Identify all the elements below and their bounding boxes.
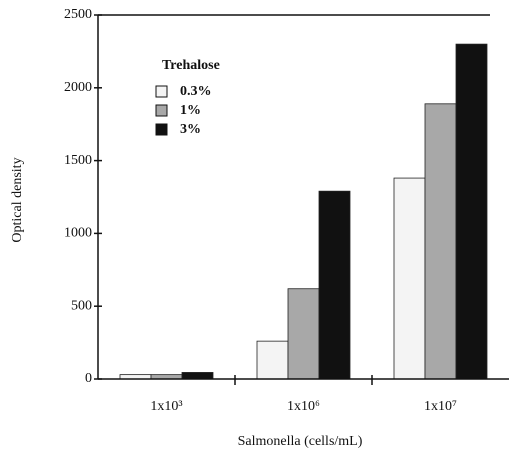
- y-axis-label: Optical density: [10, 157, 25, 242]
- y-tick-label: 2000: [64, 80, 92, 95]
- bar: [256, 340, 289, 380]
- bar: [424, 103, 457, 380]
- y-tick-label: 0: [85, 371, 92, 386]
- legend-title: Trehalose: [162, 58, 220, 73]
- bar: [318, 190, 351, 380]
- y-tick-label: 500: [71, 298, 92, 313]
- legend-label: 1%: [180, 103, 201, 118]
- y-tick-label: 2500: [64, 7, 92, 22]
- x-tick-label: 1x10³: [150, 399, 182, 414]
- x-axis-label: Salmonella (cells/mL): [238, 434, 363, 449]
- bar: [287, 288, 320, 380]
- legend-label: 3%: [180, 122, 201, 137]
- bar: [393, 177, 426, 380]
- bar: [455, 43, 488, 380]
- y-tick-label: 1500: [64, 153, 92, 168]
- bar: [181, 372, 214, 380]
- legend-swatch: [155, 104, 168, 117]
- y-tick-label: 1000: [64, 226, 92, 241]
- x-tick-label: 1x10⁶: [287, 399, 320, 414]
- legend-swatch: [155, 123, 168, 136]
- x-tick-label: 1x10⁷: [424, 399, 457, 414]
- legend-label: 0.3%: [180, 84, 212, 99]
- legend-swatch: [155, 85, 168, 98]
